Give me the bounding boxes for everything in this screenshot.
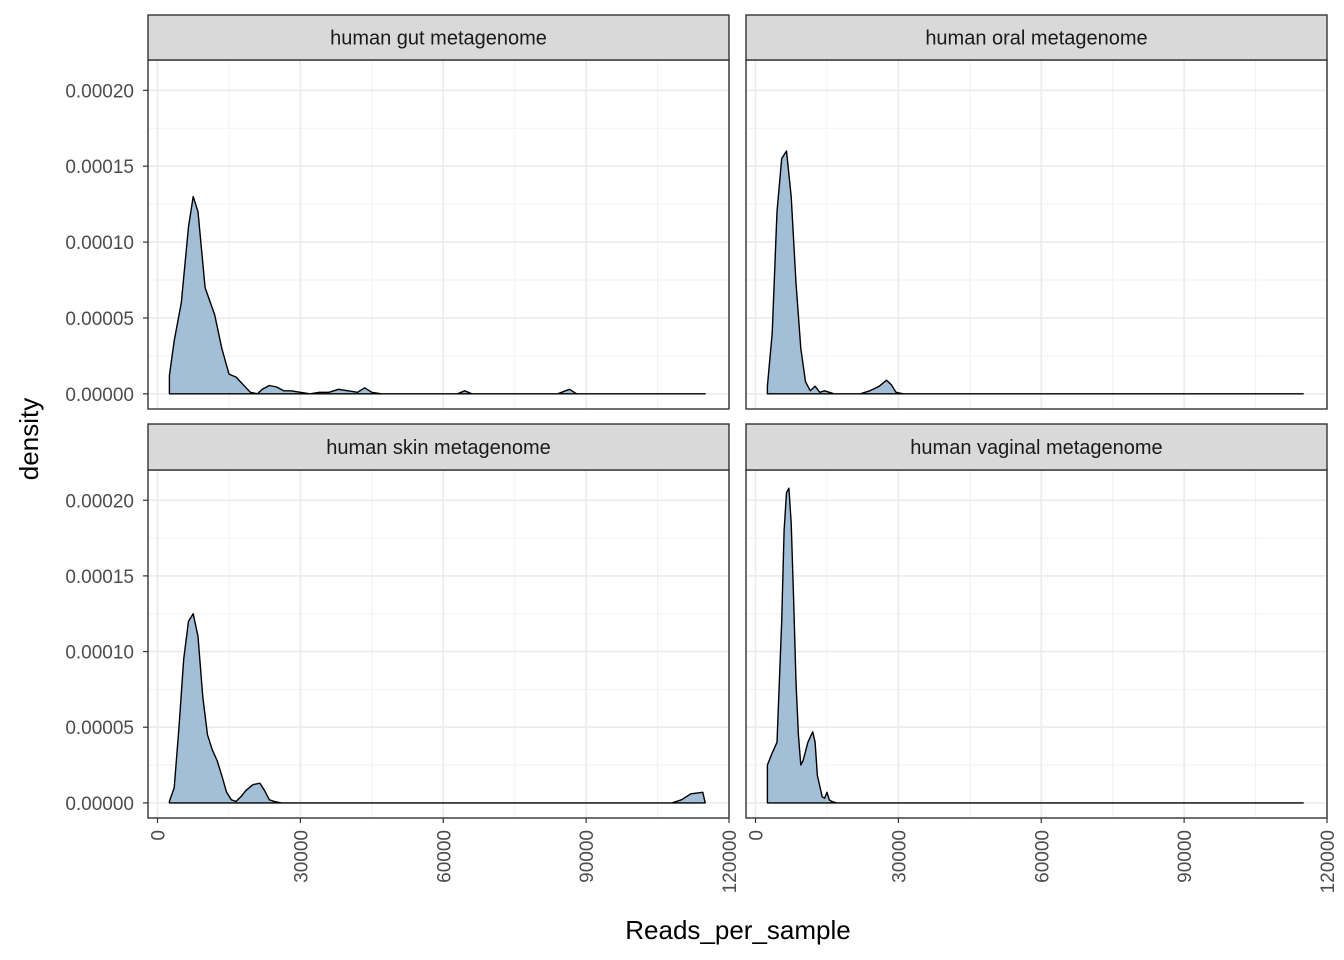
- density-area: [766, 150, 1304, 395]
- panel-background: [148, 470, 729, 818]
- facet-strip-label: human gut metagenome: [330, 28, 547, 50]
- y-axis-title: density: [14, 398, 44, 480]
- x-tick-label: 120000: [720, 830, 741, 893]
- panel-human-vaginal-metagenome: human vaginal metagenome: [745, 423, 1328, 819]
- y-tick-label: 0.00005: [65, 718, 134, 739]
- panel-human-skin-metagenome: human skin metagenome: [147, 423, 730, 819]
- density-area: [168, 195, 706, 395]
- y-tick-label: 0.00015: [65, 567, 134, 588]
- facet-strip: [745, 423, 1328, 471]
- x-tick-label: 120000: [1318, 830, 1339, 893]
- x-tick-label: 0: [747, 830, 768, 841]
- density-area: [168, 613, 706, 804]
- panel-human-oral-metagenome: human oral metagenome: [745, 14, 1328, 410]
- y-tick-label: 0.00020: [65, 491, 134, 512]
- panel-background: [746, 470, 1327, 818]
- facet-strip: [147, 423, 730, 471]
- panels-layer: human gut metagenome human oral metagenom…: [147, 14, 1328, 819]
- panel-background: [746, 60, 1327, 409]
- x-tick-label: 60000: [434, 830, 455, 883]
- axes-layer: 0.00000 0.00005 0.00010 0.00015 0.00020 0.000…: [65, 81, 1339, 893]
- x-tick-label: 30000: [291, 830, 312, 883]
- facet-strip-label: human oral metagenome: [925, 28, 1147, 50]
- y-tick-label: 0.00010: [65, 233, 134, 254]
- facet-strip-label: human vaginal metagenome: [910, 437, 1162, 459]
- facet-strip: [745, 14, 1328, 61]
- x-tick-label: 30000: [889, 830, 910, 883]
- x-tick-label: 90000: [1175, 830, 1196, 883]
- panel-background: [148, 60, 729, 409]
- x-tick-label: 0: [149, 830, 170, 841]
- facet-strip-label: human skin metagenome: [326, 437, 551, 459]
- x-tick-label: 60000: [1032, 830, 1053, 883]
- y-tick-label: 0.00010: [65, 643, 134, 664]
- y-tick-label: 0.00005: [65, 309, 134, 330]
- y-tick-label: 0.00000: [65, 794, 134, 815]
- x-tick-label: 90000: [577, 830, 598, 883]
- facet-strip: [147, 14, 730, 61]
- panel-human-gut-metagenome: human gut metagenome: [147, 14, 730, 410]
- y-tick-label: 0.00000: [65, 385, 134, 406]
- x-axis-title: Reads_per_sample: [625, 915, 850, 945]
- density-area: [766, 487, 1304, 804]
- y-tick-label: 0.00015: [65, 157, 134, 178]
- y-tick-label: 0.00020: [65, 81, 134, 102]
